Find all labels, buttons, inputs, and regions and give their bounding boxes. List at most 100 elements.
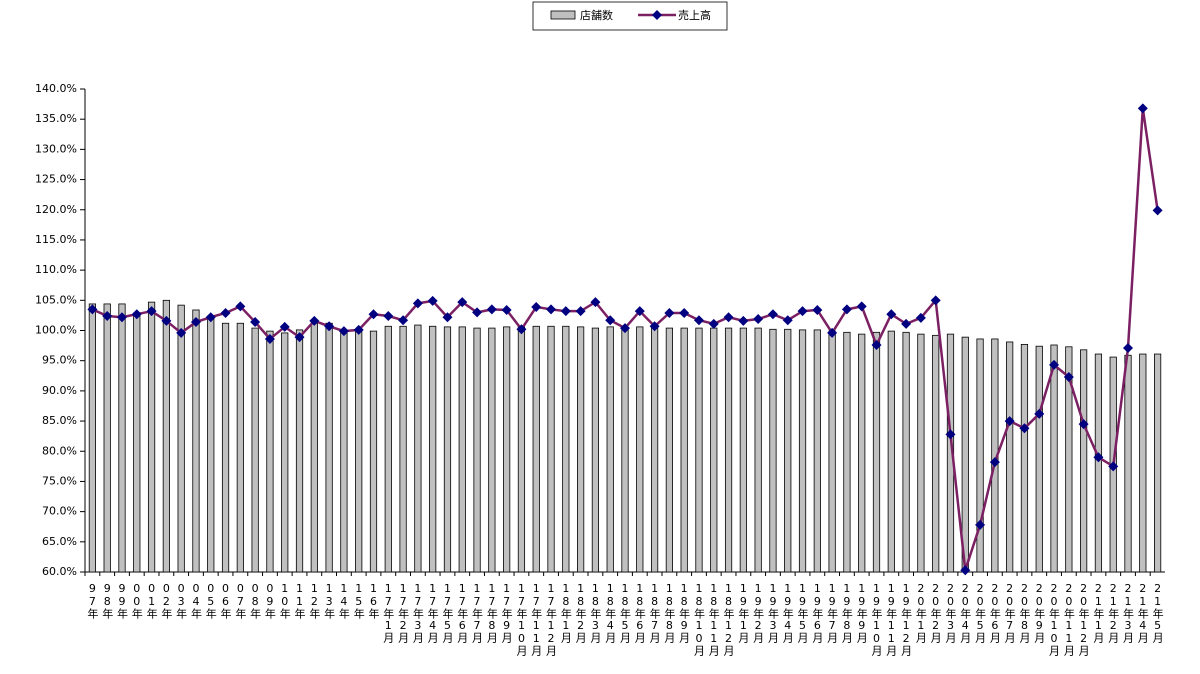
bar <box>118 303 126 573</box>
x-tick-label: 17年8月 <box>485 582 498 643</box>
marker <box>116 312 127 323</box>
bar <box>503 326 511 573</box>
x-tick-label: 17年1月 <box>382 582 395 643</box>
marker <box>190 317 201 328</box>
x-tick-label: 20年4月 <box>959 582 972 643</box>
marker <box>1093 452 1104 463</box>
marker <box>1063 371 1074 382</box>
marker <box>945 429 956 440</box>
marker <box>605 315 616 326</box>
x-tick-label: 18年6月 <box>633 582 646 643</box>
bar <box>429 325 437 573</box>
marker <box>664 307 675 318</box>
x-tick-label: 17年7月 <box>471 582 484 643</box>
marker <box>1137 103 1148 114</box>
bar <box>887 330 895 573</box>
bar <box>266 330 274 573</box>
y-tick-label: 140.0% <box>35 82 77 95</box>
y-tick-label: 60.0% <box>42 565 77 578</box>
x-tick-label: 21年3月 <box>1122 582 1135 643</box>
x-tick-label: 19年11月 <box>885 582 898 656</box>
x-tick-label: 20年1月 <box>914 582 927 643</box>
y-tick-label: 75.0% <box>42 474 77 487</box>
marker <box>1004 416 1015 427</box>
x-tick-label: 20年7月 <box>1003 582 1016 643</box>
marker <box>294 332 305 343</box>
bar <box>1124 354 1132 573</box>
y-tick-label: 125.0% <box>35 173 77 186</box>
x-tick-label: 04年 <box>189 582 202 619</box>
marker <box>442 312 453 323</box>
y-tick-label: 90.0% <box>42 384 77 397</box>
bar <box>355 328 363 573</box>
bar <box>192 309 200 573</box>
bar <box>813 329 821 573</box>
bar <box>577 326 585 573</box>
x-tick-label: 20年5月 <box>974 582 987 643</box>
x-tick-label: 17年11月 <box>530 582 543 656</box>
x-tick-label: 19年6月 <box>811 582 824 643</box>
marker <box>353 324 364 335</box>
bar <box>665 327 673 573</box>
x-tick-label: 09年 <box>263 582 276 619</box>
marker <box>590 297 601 308</box>
legend-swatch <box>550 10 576 20</box>
x-tick-label: 99年 <box>115 582 128 619</box>
x-tick-label: 19年2月 <box>752 582 765 643</box>
marker <box>989 457 1000 468</box>
bar <box>369 330 378 573</box>
marker <box>1078 419 1089 430</box>
x-tick-label: 03年 <box>175 582 188 619</box>
marker <box>767 309 778 320</box>
marker <box>1108 461 1119 472</box>
marker <box>220 307 231 318</box>
x-tick-label: 18年7月 <box>648 582 661 643</box>
marker <box>812 304 823 315</box>
x-tick-label: 05年 <box>204 582 217 619</box>
marker <box>827 327 838 338</box>
bar <box>902 331 910 573</box>
marker <box>930 295 941 306</box>
x-tick-label: 18年10月 <box>692 582 705 656</box>
x-tick-label: 07年 <box>234 582 247 619</box>
marker <box>620 323 630 334</box>
x-tick-label: 21年4月 <box>1136 582 1149 643</box>
marker <box>235 301 246 312</box>
bar <box>458 326 466 573</box>
legend-marker <box>652 10 662 20</box>
marker <box>901 318 912 329</box>
x-tick-label: 17年3月 <box>411 582 424 643</box>
bar <box>384 325 392 573</box>
bar <box>636 326 644 573</box>
marker <box>1152 205 1163 216</box>
x-tick-label: 17年9月 <box>500 582 513 643</box>
bar <box>1050 344 1058 573</box>
x-tick-label: 06年 <box>219 582 232 619</box>
x-tick-label: 17年4月 <box>426 582 439 643</box>
marker <box>146 306 157 317</box>
x-tick-label: 19年1月 <box>737 582 750 643</box>
marker <box>279 321 290 332</box>
bar <box>695 327 703 573</box>
bar <box>251 327 259 573</box>
marker <box>1034 408 1045 419</box>
marker <box>161 315 172 326</box>
bar <box>798 329 807 573</box>
y-tick-label: 70.0% <box>42 505 77 518</box>
bar <box>488 327 496 573</box>
x-tick-label: 17年10月 <box>515 582 528 656</box>
marker <box>368 309 379 320</box>
marker <box>1049 359 1060 370</box>
marker <box>546 304 557 315</box>
bar <box>1006 341 1014 573</box>
x-tick-label: 18年8月 <box>663 582 676 643</box>
bar <box>976 338 984 573</box>
bar <box>1154 353 1162 573</box>
marker <box>427 295 438 306</box>
bar <box>754 327 762 573</box>
x-tick-label: 17年5月 <box>441 582 454 643</box>
marker <box>472 307 483 318</box>
marker <box>856 301 867 312</box>
bar <box>162 299 170 573</box>
marker <box>975 519 986 530</box>
